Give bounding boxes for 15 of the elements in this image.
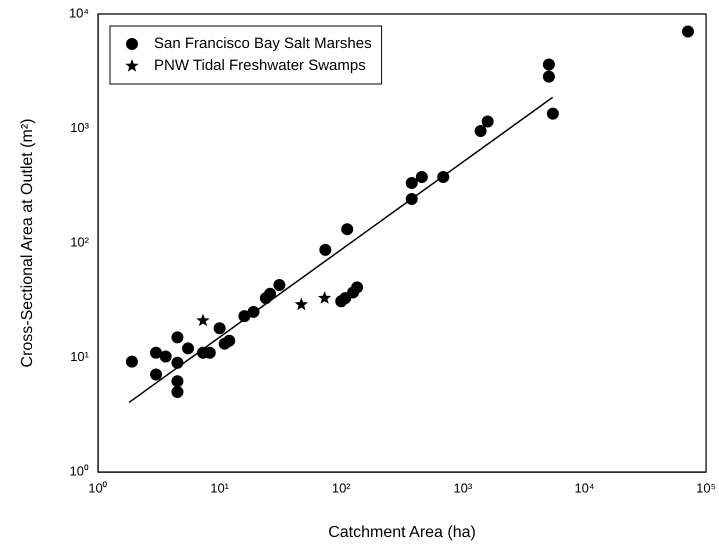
y-tick-label: 10³ [70,120,90,136]
x-tick-label: 10⁴ [574,480,594,496]
y-tick-label: 10⁰ [70,464,89,479]
legend-label: San Francisco Bay Salt Marshes [154,35,372,52]
y-axis-title: Cross-Sectional Area at Outlet (m²) [19,118,36,368]
y-tick-label: 10¹ [70,349,90,364]
y-tick-label: 10⁴ [68,6,89,21]
x-tick-label: 10⁰ [88,480,108,496]
y-tick-label: 10² [70,234,90,250]
x-tick-label: 10³ [453,480,473,496]
x-tick-label: 10¹ [210,480,230,496]
x-tick-label: 10⁵ [696,480,716,496]
x-tick-label: 10² [332,480,352,496]
x-axis-title: Catchment Area (ha) [328,524,476,541]
legend-label: PNW Tidal Freshwater Swamps [154,57,366,74]
